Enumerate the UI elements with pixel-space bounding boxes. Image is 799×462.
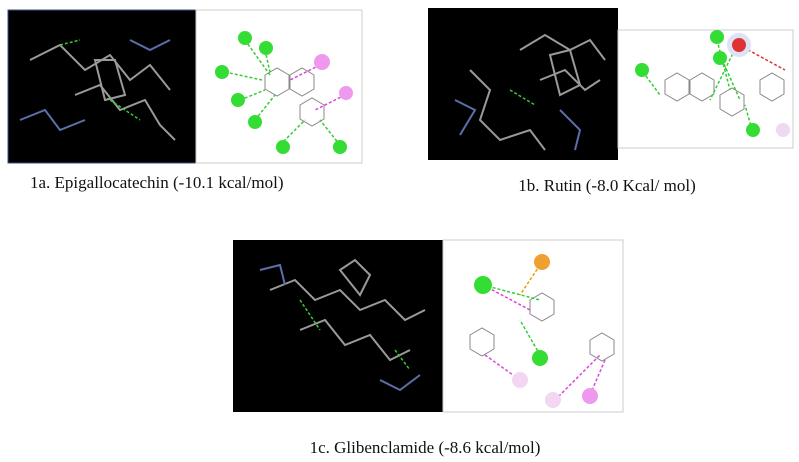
residue — [635, 63, 649, 77]
residue — [776, 123, 790, 137]
residue — [238, 31, 252, 45]
residue — [732, 38, 746, 52]
panel-1b: 1b. Rutin (-8.0 Kcal/ mol) — [428, 8, 793, 195]
residue — [248, 115, 262, 129]
3d-view — [428, 8, 618, 160]
residue — [339, 86, 353, 100]
residue — [512, 372, 528, 388]
residue — [713, 51, 727, 65]
residue — [314, 54, 330, 70]
residue — [534, 254, 550, 270]
2d-diagram — [196, 10, 362, 163]
residue — [532, 350, 548, 366]
figure: 1a. Epigallocatechin (-10.1 kcal/mol) 1b… — [0, 0, 799, 462]
caption: 1c. Glibenclamide (-8.6 kcal/mol) — [310, 438, 541, 457]
residue — [710, 30, 724, 44]
residue — [333, 140, 347, 154]
residue — [474, 276, 492, 294]
3d-view — [233, 240, 443, 412]
2d-diagram — [443, 240, 623, 412]
panel-1a: 1a. Epigallocatechin (-10.1 kcal/mol) — [8, 10, 362, 192]
residue — [276, 140, 290, 154]
residue — [746, 123, 760, 137]
residue — [231, 93, 245, 107]
caption: 1b. Rutin (-8.0 Kcal/ mol) — [518, 176, 696, 195]
caption: 1a. Epigallocatechin (-10.1 kcal/mol) — [30, 173, 284, 192]
panel-1c: 1c. Glibenclamide (-8.6 kcal/mol) — [233, 240, 623, 457]
2d-diagram — [618, 30, 793, 148]
residue — [215, 65, 229, 79]
residue — [259, 41, 273, 55]
residue — [545, 392, 561, 408]
residue — [582, 388, 598, 404]
